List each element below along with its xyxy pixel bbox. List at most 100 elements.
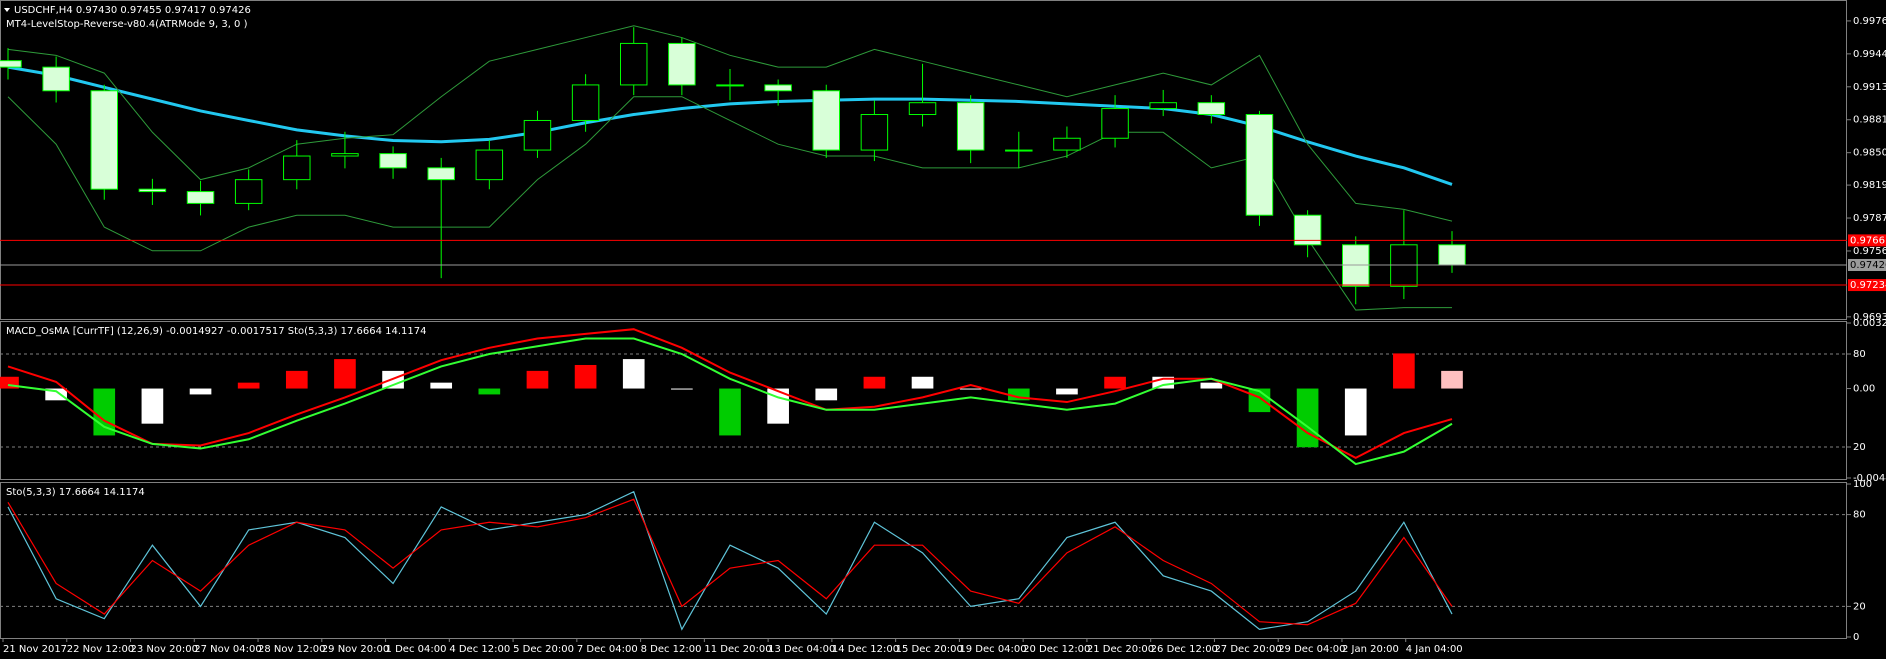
histogram-bar [1007, 388, 1030, 401]
x-tick-label: 4 Dec 12:00 [449, 644, 510, 655]
sto-panel-frame [0, 482, 1847, 639]
candle-body [1293, 214, 1322, 246]
candle-body [0, 60, 22, 68]
candle-body [1101, 108, 1129, 139]
y-tick-label: 0.003228 [1853, 318, 1886, 329]
y-tick-label: 0.99445 [1853, 49, 1886, 60]
histogram-bar [189, 388, 212, 395]
x-tick-label: 20 Dec 12:00 [1023, 644, 1090, 655]
x-tick-label: 8 Dec 12:00 [641, 644, 702, 655]
histogram-bar [93, 388, 116, 436]
candle-body [1197, 102, 1226, 116]
level-label: 0.97426 [1850, 260, 1886, 271]
candle-body [379, 153, 407, 169]
histogram-bar [1296, 388, 1319, 448]
candle-body [42, 66, 70, 92]
histogram-bar [285, 370, 308, 389]
histogram-bar [719, 388, 741, 436]
x-tick-label: 4 Jan 04:00 [1406, 644, 1463, 655]
y-tick-label: 20 [1853, 601, 1866, 612]
candle-body [956, 102, 985, 151]
candle-body [668, 42, 696, 86]
histogram-bar [141, 388, 164, 424]
candle-body [1438, 244, 1466, 266]
candle-body [1149, 102, 1177, 110]
x-tick-label: 21 Dec 20:00 [1087, 644, 1154, 655]
x-tick-label: 15 Dec 20:00 [896, 644, 963, 655]
candle-body [331, 153, 359, 157]
candle-body [523, 119, 552, 151]
indicator-header: MT4-LevelStop-Reverse-v80.4(ATRMode 9, 3… [6, 19, 248, 30]
candle-body [234, 179, 263, 204]
x-tick-label: 29 Nov 20:00 [322, 644, 389, 655]
price-panel-frame [0, 0, 1847, 320]
histogram-bar [478, 388, 501, 395]
stochastic-line [7, 498, 1453, 626]
histogram-bar [1104, 376, 1126, 389]
level-box [1848, 279, 1886, 292]
x-tick-label: 14 Dec 12:00 [832, 644, 899, 655]
histogram-bar [1200, 382, 1223, 389]
histogram-bar [1441, 370, 1463, 389]
y-tick-label: 80 [1853, 510, 1866, 521]
x-tick-label: 27 Nov 04:00 [194, 644, 261, 655]
candle-body [90, 90, 119, 190]
y-tick-label: 80 [1853, 349, 1866, 360]
macd-panel-frame [0, 321, 1847, 480]
overlay-line [7, 96, 1452, 311]
macd-header: MACD_OsMA [CurrTF] (12,26,9) -0.0014927 … [6, 326, 427, 337]
y-tick-label: 20 [1853, 442, 1866, 453]
y-tick-label: 0.00 [1853, 384, 1875, 395]
candle-body [812, 90, 841, 151]
sto-header: Sto(5,3,3) 17.6664 14.1174 [6, 487, 145, 498]
histogram-bar [622, 359, 645, 389]
histogram-bar [671, 388, 693, 390]
y-tick-label: 0.97875 [1853, 213, 1886, 224]
candle-body [764, 84, 792, 92]
histogram-bar [1056, 388, 1078, 395]
histogram-bar [237, 382, 260, 389]
level-box [1848, 234, 1886, 247]
histogram-bar [863, 376, 886, 389]
candle-body [908, 102, 937, 116]
x-tick-label: 5 Dec 20:00 [513, 644, 574, 655]
level-label: 0.97661 [1850, 235, 1886, 246]
x-tick-label: 7 Dec 04:00 [577, 644, 638, 655]
x-tick-label: 27 Dec 20:00 [1214, 644, 1281, 655]
x-tick-label: 26 Dec 12:00 [1151, 644, 1218, 655]
x-tick-label: 22 Nov 12:00 [67, 644, 134, 655]
candle-body [571, 84, 600, 121]
x-tick-label: 29 Dec 04:00 [1278, 644, 1345, 655]
overlay-line [7, 25, 1453, 222]
candle-body [1005, 149, 1033, 152]
histogram-bar [45, 388, 67, 401]
candle-body [1053, 137, 1081, 151]
histogram-bar [815, 388, 838, 401]
stochastic-line [7, 490, 1453, 631]
candle-body [186, 191, 215, 204]
histogram-bar [0, 376, 19, 389]
x-tick-label: 2 Jan 20:00 [1342, 644, 1399, 655]
candle-body [138, 188, 167, 193]
histogram-bar [959, 388, 982, 390]
x-tick-label: 11 Dec 20:00 [704, 644, 771, 655]
histogram-bar [334, 359, 356, 389]
histogram-bar [1152, 376, 1175, 389]
histogram-bar [430, 382, 453, 389]
candle-body [1341, 244, 1370, 287]
candle-body [1245, 114, 1274, 216]
histogram-bar [574, 364, 597, 389]
candle-body [860, 114, 889, 151]
indicator-line [7, 337, 1453, 466]
candle-body [716, 84, 744, 87]
y-tick-label: 0 [1853, 632, 1859, 643]
menu-arrow[interactable] [4, 8, 10, 12]
symbol-header: USDCHF,H4 0.97430 0.97455 0.97417 0.9742… [14, 5, 251, 16]
